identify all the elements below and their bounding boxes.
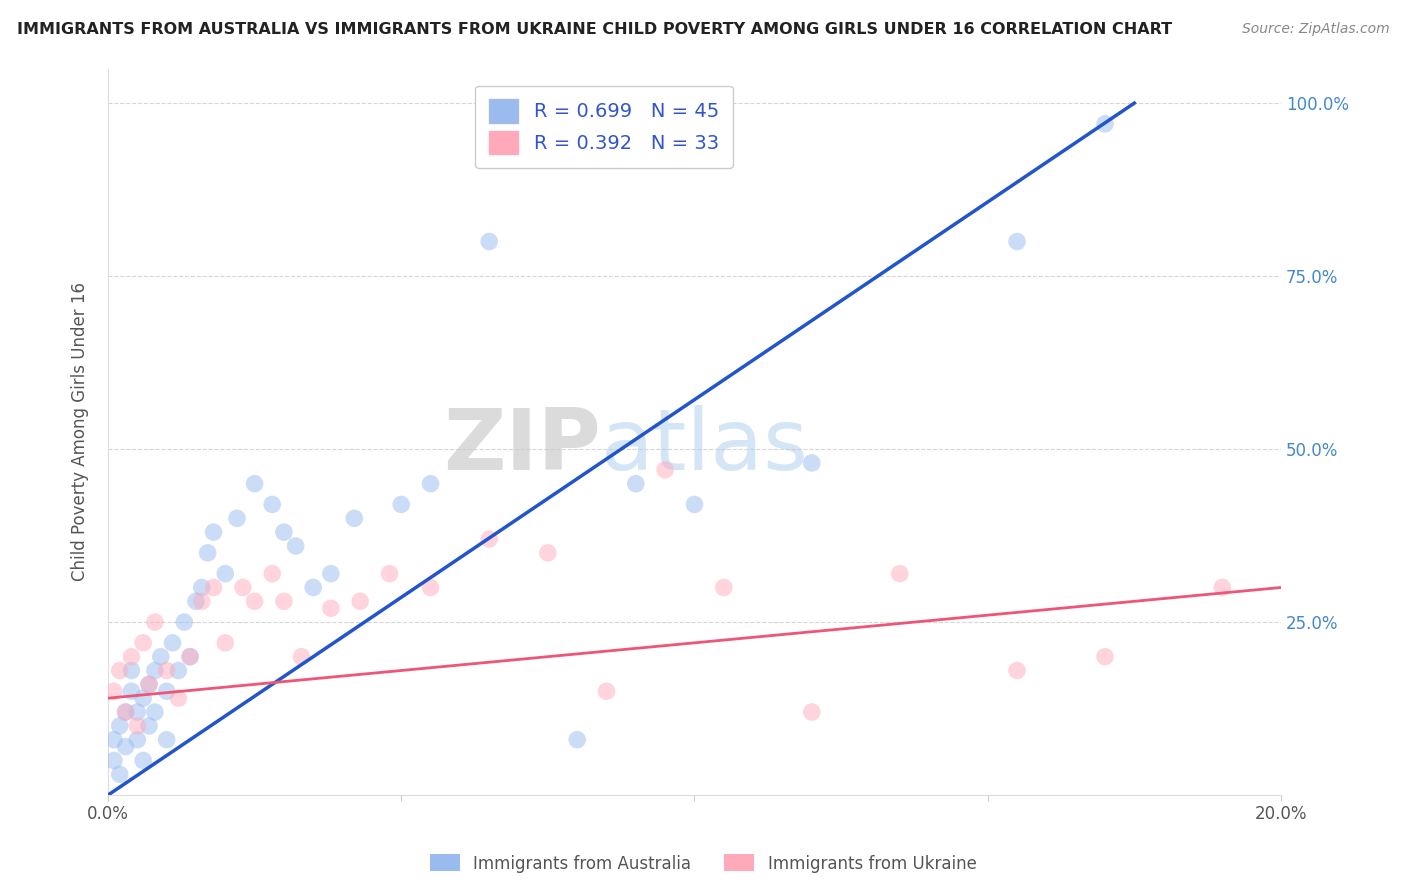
Point bbox=[1094, 117, 1116, 131]
Point bbox=[143, 705, 166, 719]
Point bbox=[167, 691, 190, 706]
Point bbox=[132, 691, 155, 706]
Point bbox=[243, 476, 266, 491]
Point bbox=[343, 511, 366, 525]
Point bbox=[167, 664, 190, 678]
Point bbox=[103, 732, 125, 747]
Point bbox=[156, 732, 179, 747]
Point bbox=[232, 581, 254, 595]
Point bbox=[202, 525, 225, 540]
Point bbox=[120, 664, 142, 678]
Point bbox=[1094, 649, 1116, 664]
Point bbox=[478, 235, 501, 249]
Point bbox=[683, 498, 706, 512]
Point bbox=[138, 677, 160, 691]
Legend: Immigrants from Australia, Immigrants from Ukraine: Immigrants from Australia, Immigrants fr… bbox=[423, 847, 983, 880]
Point bbox=[567, 732, 589, 747]
Point bbox=[1005, 235, 1028, 249]
Point bbox=[302, 581, 325, 595]
Text: Source: ZipAtlas.com: Source: ZipAtlas.com bbox=[1241, 22, 1389, 37]
Point bbox=[184, 594, 207, 608]
Point bbox=[378, 566, 401, 581]
Point bbox=[103, 684, 125, 698]
Point bbox=[143, 615, 166, 629]
Point bbox=[226, 511, 249, 525]
Point bbox=[349, 594, 371, 608]
Point bbox=[127, 732, 149, 747]
Point bbox=[478, 532, 501, 546]
Point bbox=[654, 463, 676, 477]
Point bbox=[191, 581, 214, 595]
Point bbox=[179, 649, 201, 664]
Text: ZIP: ZIP bbox=[443, 405, 600, 488]
Point bbox=[1211, 581, 1233, 595]
Point bbox=[197, 546, 219, 560]
Point bbox=[284, 539, 307, 553]
Point bbox=[108, 767, 131, 781]
Point bbox=[114, 705, 136, 719]
Text: atlas: atlas bbox=[600, 405, 808, 488]
Point bbox=[138, 677, 160, 691]
Point bbox=[103, 754, 125, 768]
Point bbox=[595, 684, 617, 698]
Point bbox=[114, 739, 136, 754]
Point bbox=[120, 649, 142, 664]
Point bbox=[262, 498, 284, 512]
Point bbox=[132, 636, 155, 650]
Point bbox=[319, 601, 342, 615]
Point bbox=[419, 581, 441, 595]
Point bbox=[108, 719, 131, 733]
Point bbox=[1005, 664, 1028, 678]
Point bbox=[889, 566, 911, 581]
Point bbox=[262, 566, 284, 581]
Point bbox=[419, 476, 441, 491]
Point bbox=[624, 476, 647, 491]
Point bbox=[214, 636, 236, 650]
Y-axis label: Child Poverty Among Girls Under 16: Child Poverty Among Girls Under 16 bbox=[72, 282, 89, 582]
Point bbox=[173, 615, 195, 629]
Point bbox=[273, 594, 295, 608]
Point bbox=[800, 705, 823, 719]
Point bbox=[108, 664, 131, 678]
Point bbox=[132, 754, 155, 768]
Point bbox=[214, 566, 236, 581]
Point bbox=[319, 566, 342, 581]
Point bbox=[127, 719, 149, 733]
Point bbox=[537, 546, 560, 560]
Point bbox=[149, 649, 172, 664]
Point bbox=[156, 684, 179, 698]
Point bbox=[120, 684, 142, 698]
Legend: R = 0.699   N = 45, R = 0.392   N = 33: R = 0.699 N = 45, R = 0.392 N = 33 bbox=[475, 86, 733, 168]
Point bbox=[191, 594, 214, 608]
Point bbox=[114, 705, 136, 719]
Point bbox=[179, 649, 201, 664]
Point bbox=[143, 664, 166, 678]
Point bbox=[389, 498, 412, 512]
Point bbox=[290, 649, 312, 664]
Point bbox=[156, 664, 179, 678]
Point bbox=[800, 456, 823, 470]
Point bbox=[127, 705, 149, 719]
Point bbox=[243, 594, 266, 608]
Point bbox=[202, 581, 225, 595]
Point bbox=[162, 636, 184, 650]
Point bbox=[273, 525, 295, 540]
Text: IMMIGRANTS FROM AUSTRALIA VS IMMIGRANTS FROM UKRAINE CHILD POVERTY AMONG GIRLS U: IMMIGRANTS FROM AUSTRALIA VS IMMIGRANTS … bbox=[17, 22, 1173, 37]
Point bbox=[138, 719, 160, 733]
Point bbox=[713, 581, 735, 595]
